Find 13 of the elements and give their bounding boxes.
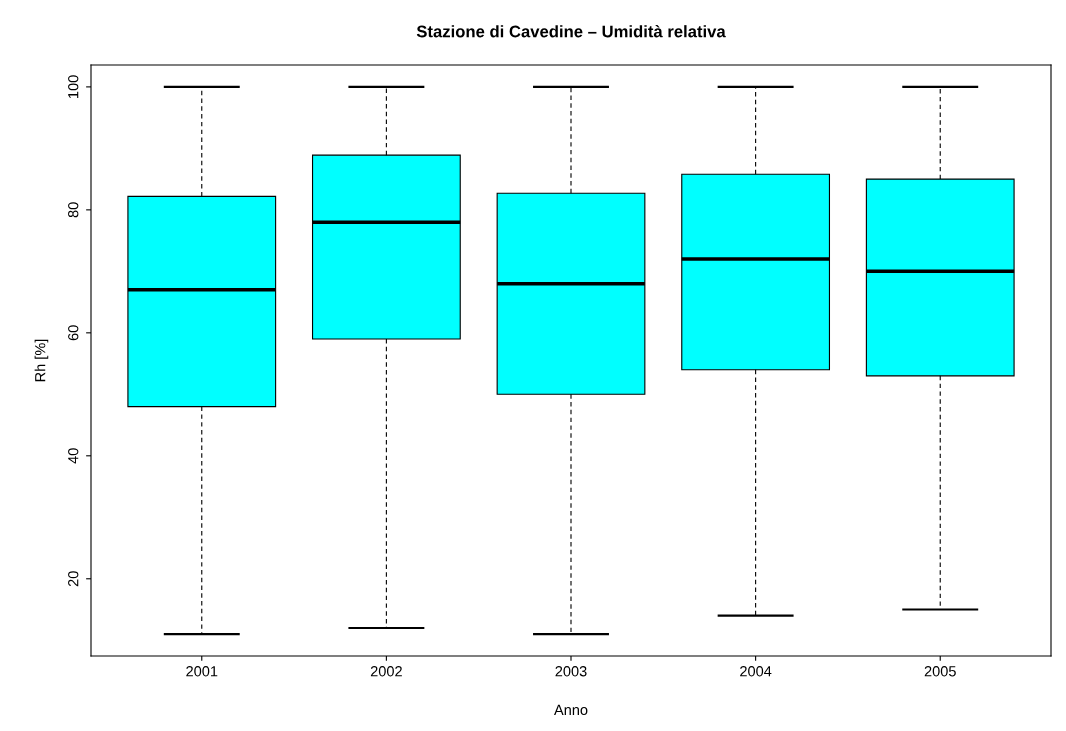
x-tick-label: 2003 xyxy=(555,666,587,677)
y-tick-label: 60 xyxy=(68,325,79,341)
y-tick-label: 20 xyxy=(68,571,79,587)
x-tick-label: 2002 xyxy=(370,666,402,677)
x-tick-label: 2004 xyxy=(740,666,772,677)
x-axis-title: Anno xyxy=(554,704,588,716)
y-tick-label: 80 xyxy=(68,202,79,218)
x-tick-label: 2001 xyxy=(186,666,218,677)
x-tick-label: 2005 xyxy=(924,666,956,677)
y-tick-label: 100 xyxy=(68,75,79,98)
chart-title: Stazione di Cavedine – Umidità relativa xyxy=(416,25,726,38)
y-tick-label: 40 xyxy=(68,448,79,464)
y-axis-title: Rh [%] xyxy=(34,339,49,382)
